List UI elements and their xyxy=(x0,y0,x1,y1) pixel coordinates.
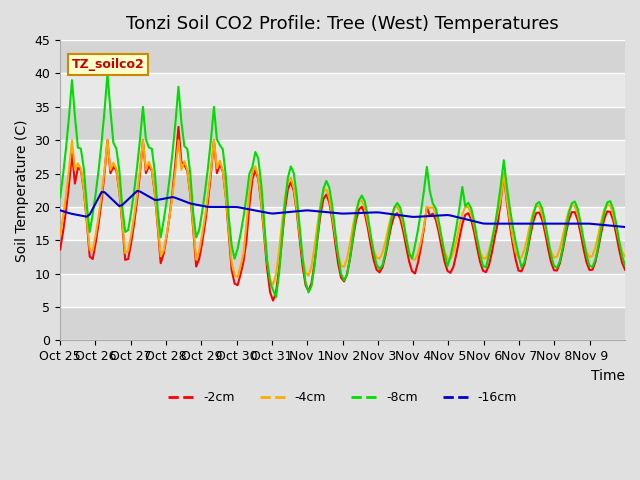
Title: Tonzi Soil CO2 Profile: Tree (West) Temperatures: Tonzi Soil CO2 Profile: Tree (West) Temp… xyxy=(126,15,559,33)
X-axis label: Time: Time xyxy=(591,369,625,383)
Bar xyxy=(60,240,625,274)
Text: TZ_soilco2: TZ_soilco2 xyxy=(72,58,144,71)
Bar xyxy=(60,40,625,73)
Bar xyxy=(60,174,625,207)
Bar xyxy=(60,73,625,107)
Bar xyxy=(60,307,625,340)
Bar xyxy=(60,274,625,307)
Y-axis label: Soil Temperature (C): Soil Temperature (C) xyxy=(15,119,29,262)
Bar xyxy=(60,207,625,240)
Bar xyxy=(60,140,625,174)
Bar xyxy=(60,107,625,140)
Legend: -2cm, -4cm, -8cm, -16cm: -2cm, -4cm, -8cm, -16cm xyxy=(163,386,522,409)
